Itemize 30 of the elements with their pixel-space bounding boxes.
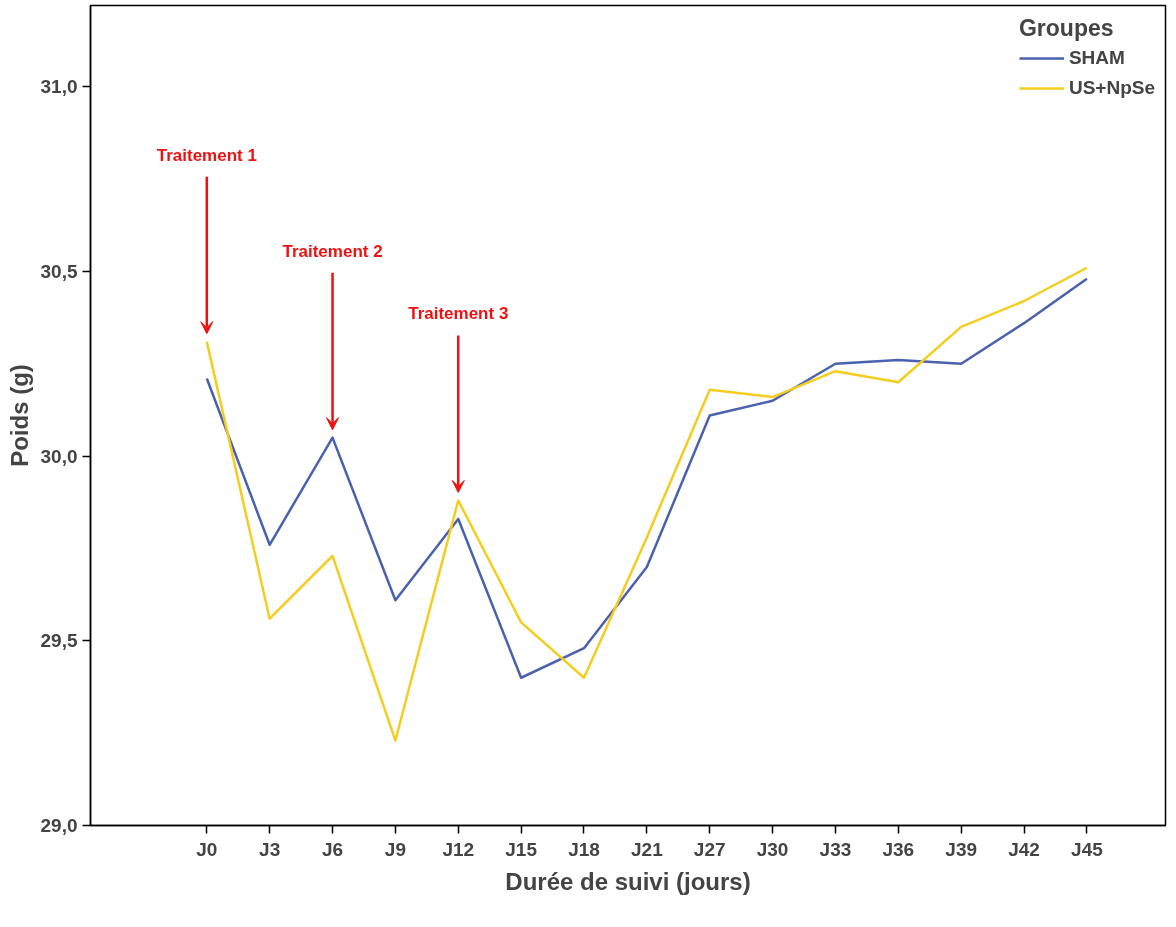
line-series	[205, 266, 1089, 742]
x-tick-label: J45	[1071, 838, 1104, 860]
legend-label: SHAM	[1068, 47, 1125, 69]
x-tick-label: J42	[1008, 838, 1040, 860]
x-tick-label: J6	[321, 838, 344, 860]
x-tick-label: J18	[568, 838, 600, 860]
x-tick-label: J30	[756, 838, 789, 860]
legend-label: US+NpSe	[1068, 77, 1155, 99]
legend-title: Groupes	[1018, 15, 1115, 42]
x-tick-label: J3	[259, 838, 281, 860]
x-tick-label: J36	[882, 838, 915, 860]
y-tick-label: 30,5	[40, 260, 78, 282]
x-tick-label: J9	[384, 838, 406, 860]
x-tick-label: J15	[505, 838, 538, 860]
annotation: Traitement 2	[282, 241, 383, 261]
y-tick-label: 31,0	[40, 76, 78, 98]
line-series	[205, 277, 1089, 679]
y-axis-title: Poids (g)	[5, 364, 33, 467]
y-tick-label: 30,0	[40, 445, 78, 467]
x-tick-label: J21	[631, 838, 664, 860]
y-tick-label: 29,0	[40, 815, 78, 836]
x-axis-title: Durée de suivi (jours)	[505, 867, 751, 895]
x-tick-label: J39	[945, 838, 978, 860]
annotation: Traitement 3	[408, 304, 509, 324]
x-tick-label: J33	[819, 838, 852, 860]
y-tick-label: 29,5	[40, 630, 78, 652]
x-tick-label: J12	[442, 838, 475, 860]
x-tick-label: J27	[693, 838, 726, 860]
annotation: Traitement 1	[156, 145, 257, 165]
x-tick-label: J0	[196, 838, 218, 860]
